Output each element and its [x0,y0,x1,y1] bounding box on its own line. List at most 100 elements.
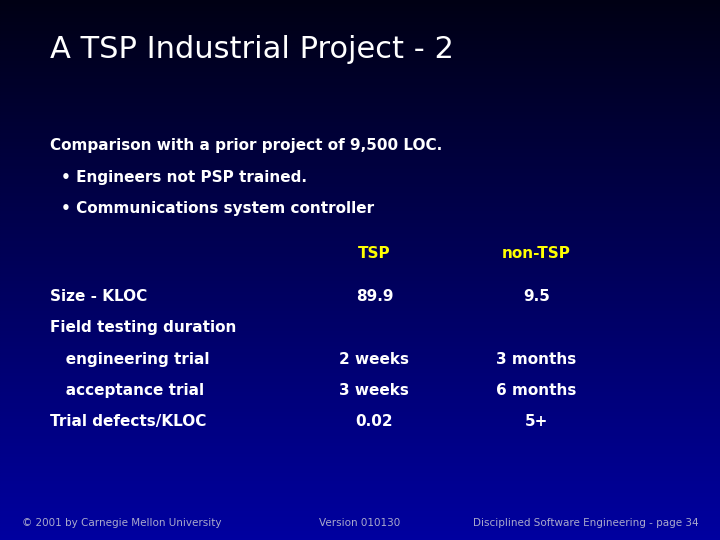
Bar [0,211,720,212]
Bar [0,258,720,259]
Bar [0,227,720,228]
Bar [0,43,720,45]
Bar [0,394,720,396]
Bar [0,387,720,389]
Bar [0,315,720,317]
Bar [0,378,720,380]
Bar [0,232,720,234]
Bar [0,221,720,223]
Bar [0,243,720,245]
Text: • Engineers not PSP trained.: • Engineers not PSP trained. [61,170,307,185]
Bar [0,61,720,63]
Bar [0,464,720,466]
Bar [0,174,720,177]
Text: 0.02: 0.02 [356,414,393,429]
Bar [0,198,720,200]
Bar [0,204,720,205]
Bar [0,420,720,421]
Bar [0,466,720,468]
Bar [0,385,720,387]
Bar [0,371,720,373]
Bar [0,416,720,417]
Bar [0,468,720,470]
Bar [0,389,720,390]
Bar [0,212,720,214]
Bar [0,340,720,342]
Bar [0,101,720,103]
Bar [0,139,720,140]
Bar [0,320,720,322]
Bar [0,393,720,394]
Bar [0,59,720,61]
Bar [0,54,720,56]
Bar [0,346,720,347]
Bar [0,403,720,405]
Bar [0,112,720,113]
Bar [0,353,720,355]
Bar [0,301,720,302]
Bar [0,131,720,133]
Bar [0,535,720,536]
Bar [0,482,720,484]
Bar [0,160,720,162]
Bar [0,495,720,497]
Bar [0,31,720,32]
Bar [0,285,720,286]
Bar [0,409,720,410]
Bar [0,238,720,239]
Bar [0,65,720,66]
Bar [0,259,720,261]
Bar [0,430,720,432]
Bar [0,398,720,400]
Bar [0,329,720,331]
Bar [0,147,720,150]
Bar [0,220,720,221]
Bar [0,502,720,504]
Bar [0,268,720,270]
Bar [0,85,720,86]
Bar [0,200,720,201]
Bar [0,412,720,414]
Bar [0,228,720,231]
Bar [0,248,720,250]
Bar [0,401,720,403]
Bar [0,254,720,255]
Bar [0,529,720,531]
Bar [0,423,720,425]
Bar [0,319,720,320]
Bar [0,369,720,371]
Bar [0,336,720,339]
Bar [0,108,720,110]
Bar [0,92,720,93]
Bar [0,513,720,515]
Bar [0,205,720,207]
Bar [0,196,720,198]
Bar [0,4,720,5]
Bar [0,88,720,90]
Bar [0,162,720,164]
Bar [0,47,720,49]
Text: • Communications system controller: • Communications system controller [61,201,374,216]
Bar [0,97,720,99]
Bar [0,407,720,409]
Bar [0,439,720,441]
Bar [0,457,720,459]
Bar [0,324,720,326]
Bar [0,22,720,23]
Text: 5+: 5+ [525,414,548,429]
Bar [0,475,720,477]
Bar [0,436,720,437]
Bar [0,347,720,349]
Bar [0,241,720,243]
Bar [0,216,720,218]
Bar [0,461,720,463]
Bar [0,119,720,120]
Bar [0,414,720,416]
Bar [0,463,720,464]
Bar [0,15,720,16]
Bar [0,218,720,220]
Bar [0,328,720,329]
Bar [0,263,720,265]
Bar [0,23,720,25]
Bar [0,508,720,509]
